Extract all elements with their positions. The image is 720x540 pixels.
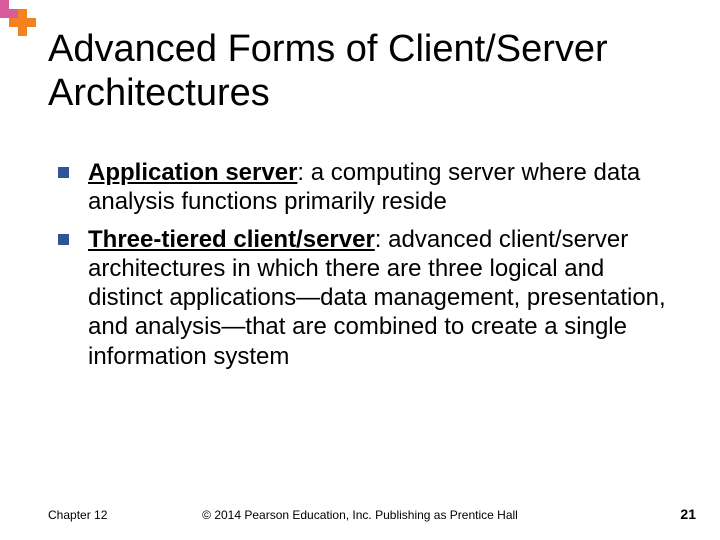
logo-cell [9, 18, 18, 27]
bullet-term: Application server [88, 159, 297, 186]
bullet-item: Three-tiered client/server: advanced cli… [58, 225, 680, 371]
logo-cell [27, 0, 36, 9]
bullet-list: Application server: a computing server w… [58, 158, 680, 371]
logo-cell [0, 9, 9, 18]
footer-page-number: 21 [680, 506, 696, 522]
logo-cell [9, 27, 18, 36]
slide: Advanced Forms of Client/Server Architec… [0, 0, 720, 540]
logo-cell [0, 18, 9, 27]
corner-logo [0, 0, 36, 36]
logo-cell [0, 0, 9, 9]
logo-cell [0, 27, 9, 36]
logo-cell [27, 18, 36, 27]
bullet-term: Three-tiered client/server [88, 226, 375, 253]
slide-title: Advanced Forms of Client/Server Architec… [48, 28, 690, 115]
logo-cell [27, 27, 36, 36]
logo-cell [18, 18, 27, 27]
bullet-item: Application server: a computing server w… [58, 158, 680, 217]
logo-cell [27, 9, 36, 18]
logo-cell [9, 0, 18, 9]
logo-cell [18, 27, 27, 36]
footer-copyright: © 2014 Pearson Education, Inc. Publishin… [0, 508, 720, 522]
logo-cell [18, 9, 27, 18]
slide-body: Application server: a computing server w… [58, 158, 680, 379]
logo-cell [9, 9, 18, 18]
logo-cell [18, 0, 27, 9]
